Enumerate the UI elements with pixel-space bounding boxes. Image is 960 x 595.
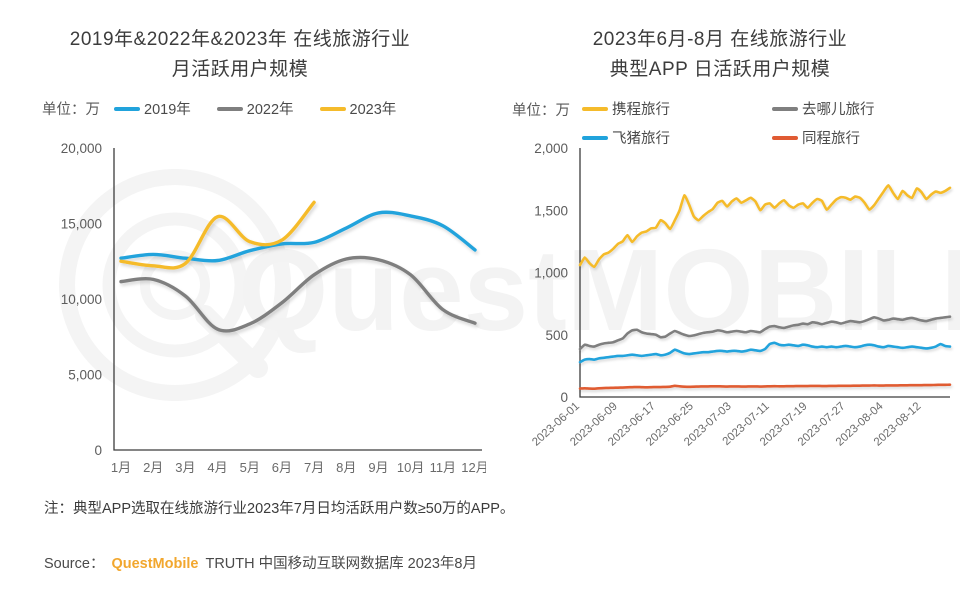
legend-label-qunar: 去哪儿旅行 (802, 102, 875, 118)
legend-swatch-fliggy (582, 135, 608, 140)
left-chart-plot: 0 5,000 10,000 15,000 20,000 1月 2月 3月 4月 5月 6月 7月 8月… (36, 132, 486, 482)
source-line: Source： QuestMobile TRUTH 中国移动互联网数据库 2023年… (44, 552, 477, 573)
legend-swatch-qunar (772, 106, 798, 111)
legend-label-tongcheng: 同程旅行 (802, 131, 860, 147)
x-axis-tick-label: 11月 (430, 460, 457, 475)
x-axis-tick-label: 2月 (143, 460, 163, 475)
legend-item-2022[interactable]: 2022年 (216, 98, 294, 119)
right-chart-title-line2: 典型APP 日活跃用户规模 (609, 59, 831, 80)
series-line-2019年 (119, 210, 477, 263)
legend-item-fliggy[interactable]: 飞猪旅行 (582, 127, 772, 148)
legend-label-2022: 2022年 (246, 102, 294, 118)
chart-note: 注：典型APP选取在线旅游行业2023年7月日均活跃用户数≥50万的APP。 (44, 501, 515, 517)
left-chart-legend: 单位：万 2019年 2022年 2023年 (42, 98, 472, 119)
legend-item-ctrip[interactable]: 携程旅行 (582, 98, 772, 119)
x-axis-tick-label: 12月 (461, 460, 486, 475)
x-axis-tick-label: 6月 (272, 460, 292, 475)
source-prefix: Source： (44, 556, 105, 572)
legend-swatch-2022 (216, 106, 243, 111)
x-axis-tick-label: 3月 (175, 460, 195, 475)
y-axis-tick-label: 2,000 (534, 141, 568, 156)
source-brand: QuestMobile (111, 556, 199, 572)
x-axis-tick-label: 9月 (368, 460, 388, 475)
series-line-去哪儿旅行 (578, 315, 952, 351)
y-axis-tick-label: 15,000 (61, 217, 102, 232)
y-axis-tick-label: 20,000 (61, 141, 102, 156)
y-axis-tick-label: 500 (545, 328, 568, 343)
legend-label-2019: 2019年 (144, 102, 191, 118)
legend-item-qunar[interactable]: 去哪儿旅行 (772, 98, 960, 119)
legend-item-tongcheng[interactable]: 同程旅行 (772, 127, 960, 148)
left-chart-panel: 2019年&2022年&2023年 在线旅游行业 月活跃用户规模 (0, 0, 480, 500)
x-axis-tick-label: 4月 (207, 460, 227, 475)
right-chart-axes (579, 148, 950, 398)
source-rest: TRUTH 中国移动互联网数据库 2023年8月 (205, 556, 477, 572)
x-axis-tick-label: 1月 (111, 460, 131, 475)
legend-swatch-tongcheng (772, 135, 798, 140)
legend-label-2023: 2023年 (349, 102, 397, 118)
right-chart-plot: 0 500 1,000 1,500 2,000 2023-06-01 2023-06-09 2… (504, 132, 960, 492)
left-chart-unit-label: 单位：万 (42, 102, 100, 118)
series-line-同程旅行 (578, 383, 952, 390)
y-axis-tick-label: 0 (560, 390, 568, 405)
legend-item-2023[interactable]: 2023年 (319, 98, 397, 119)
y-axis-tick-label: 1,000 (534, 266, 568, 281)
right-chart-title-line1: 2023年6月-8月 在线旅游行业 (592, 29, 848, 50)
legend-item-2019[interactable]: 2019年 (114, 98, 191, 119)
x-axis-tick-label: 8月 (336, 460, 356, 475)
legend-label-fliggy: 飞猪旅行 (612, 131, 670, 147)
legend-swatch-2019 (114, 106, 140, 111)
legend-swatch-2023 (319, 106, 346, 111)
left-chart-title-line1: 2019年&2022年&2023年 在线旅游行业 (69, 29, 411, 50)
y-axis-tick-label: 10,000 (61, 292, 102, 307)
left-chart-axes (113, 148, 482, 451)
right-chart-unit-label: 单位：万 (512, 103, 570, 119)
series-line-2023年 (119, 200, 316, 270)
series-line-2022年 (119, 255, 477, 333)
y-axis-tick-label: 1,500 (534, 203, 568, 218)
series-line-携程旅行 (578, 184, 952, 269)
x-axis-tick-label: 5月 (240, 460, 260, 475)
y-axis-tick-label: 5,000 (68, 368, 102, 383)
legend-swatch-ctrip (582, 106, 608, 111)
series-line-飞猪旅行 (578, 341, 952, 364)
left-chart-title-line2: 月活跃用户规模 (171, 59, 309, 80)
right-chart-panel: 2023年6月-8月 在线旅游行业 典型APP 日活跃用户规模 (480, 0, 960, 500)
right-chart-legend: 单位：万 携程旅行 去哪儿旅行 飞猪旅行 同程旅行 (512, 98, 960, 148)
y-axis-tick-label: 0 (94, 443, 102, 458)
legend-label-ctrip: 携程旅行 (612, 102, 670, 118)
x-axis-tick-label: 7月 (304, 460, 324, 475)
x-axis-tick-label: 10月 (397, 460, 424, 475)
